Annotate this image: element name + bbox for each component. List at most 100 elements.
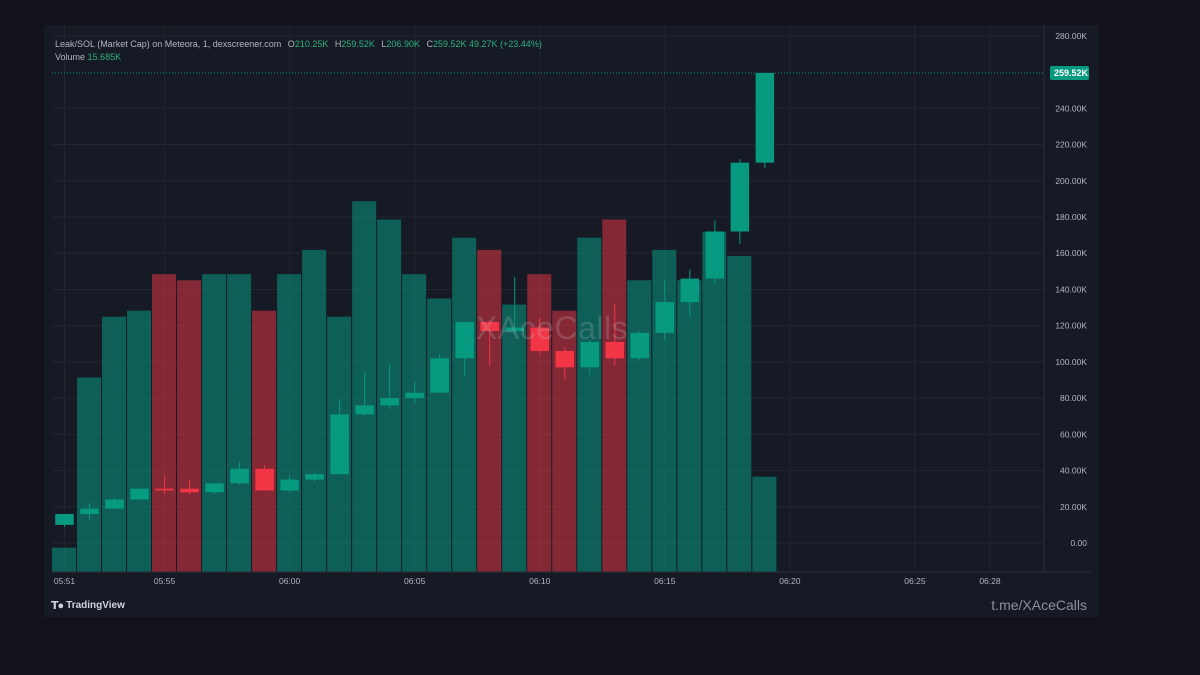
candle-down: [605, 341, 625, 359]
volume-bar-down: [477, 249, 502, 572]
y-tick-label: 160.00K: [1055, 248, 1087, 258]
candle-down: [480, 322, 499, 332]
tradingview-brand[interactable]: 𝗧● TradingView: [51, 599, 125, 612]
y-tick-label: 40.00K: [1060, 466, 1087, 476]
y-tick-label: 120.00K: [1055, 321, 1087, 331]
y-tick-label: 60.00K: [1060, 429, 1087, 439]
x-tick-label: 05:51: [54, 576, 76, 586]
tradingview-logo-icon: 𝗧●: [51, 600, 64, 612]
y-tick-label: 280.00K: [1055, 31, 1087, 41]
x-tick-label: 06:15: [654, 576, 676, 586]
candle-down: [255, 468, 274, 491]
x-tick-label: 06:10: [529, 576, 551, 586]
volume-bar-up: [202, 274, 227, 572]
volume-bar-down: [177, 280, 202, 572]
time-axis: 05:51 05:55 06:00 06:05 06:10 06:15 06:20 06:25…: [54, 576, 1001, 586]
candle-layer: [55, 72, 775, 527]
volume-layer: [51, 201, 777, 572]
legend-row-price: Leak/SOL (Market Cap) on Meteora, 1, dex…: [55, 38, 542, 51]
candle-up: [680, 278, 700, 303]
last-price-label: 259.52K: [1054, 68, 1089, 78]
y-tick-label: 140.00K: [1055, 284, 1087, 294]
volume-bar-up: [452, 237, 477, 572]
watermark: XAceCalls: [476, 310, 629, 346]
candle-down: [530, 327, 549, 352]
x-tick-label: 06:28: [979, 576, 1001, 586]
legend-volume-value: 15.685K: [87, 52, 122, 62]
legend-row-volume: Volume 15.685K: [55, 51, 542, 64]
y-tick-label: 20.00K: [1060, 502, 1087, 512]
candle-up: [455, 322, 474, 359]
y-tick-label: 220.00K: [1055, 140, 1087, 150]
candle-up: [355, 405, 374, 415]
candle-up: [705, 231, 725, 279]
candle-up: [505, 327, 524, 332]
candle-up: [280, 479, 299, 491]
volume-bar-up: [302, 249, 327, 572]
telegram-link[interactable]: t.me/XAceCalls: [991, 597, 1087, 613]
volume-bar-up: [577, 237, 602, 572]
candle-up: [380, 398, 399, 406]
candle-up: [430, 358, 449, 393]
candle-down: [180, 488, 199, 493]
legend-close-value: 259.52K: [432, 39, 467, 49]
volume-bar-up: [277, 274, 302, 572]
candle-up: [105, 499, 124, 509]
candle-up: [305, 474, 324, 480]
candle-up: [230, 468, 249, 484]
volume-bar-down: [252, 310, 277, 572]
volume-bar-up: [727, 255, 752, 572]
legend-low-value: 206.90K: [386, 39, 420, 49]
candlestick-chart[interactable]: 280.00K 240.00K 220.00K 200.00K 180.00K 160.0…: [44, 25, 1099, 617]
volume-bar-up: [77, 377, 102, 572]
volume-bar-up: [102, 316, 127, 572]
x-tick-label: 06:25: [904, 576, 926, 586]
volume-bar-up: [752, 476, 777, 572]
x-tick-label: 06:20: [779, 576, 801, 586]
candle-up: [405, 392, 424, 399]
volume-bar-up: [427, 298, 452, 572]
candle-up: [55, 514, 74, 525]
legend-low-label: L: [381, 39, 387, 49]
legend-open-value: 210.25K: [294, 39, 329, 49]
volume-bar-up: [402, 274, 427, 572]
x-tick-label: 06:00: [279, 576, 301, 586]
chart-panel: 280.00K 240.00K 220.00K 200.00K 180.00K 160.0…: [44, 25, 1099, 617]
candle-down: [155, 488, 174, 491]
price-axis: 280.00K 240.00K 220.00K 200.00K 180.00K 160.0…: [1055, 31, 1087, 548]
legend-high-value: 259.52K: [341, 39, 375, 49]
candle-up: [205, 483, 224, 493]
candle-down: [555, 351, 575, 368]
volume-bar-up: [702, 231, 727, 572]
volume-bar-up: [677, 280, 702, 572]
x-tick-label: 05:55: [154, 576, 176, 586]
legend-open-label: O: [287, 39, 295, 49]
volume-bar-up: [227, 274, 252, 572]
candle-up: [730, 162, 750, 232]
legend-high-label: H: [334, 39, 342, 49]
y-tick-label: 180.00K: [1055, 212, 1087, 222]
legend-symbol[interactable]: Leak/SOL (Market Cap) on Meteora, 1, dex…: [55, 39, 282, 49]
volume-bar-up: [627, 280, 652, 572]
candle-up: [80, 508, 99, 515]
volume-bar-up: [127, 310, 152, 572]
y-tick-label: 240.00K: [1055, 103, 1087, 113]
volume-bar-down: [602, 219, 627, 572]
legend-close-label: C: [426, 39, 433, 49]
legend-volume-label[interactable]: Volume: [55, 52, 86, 62]
candle-up: [755, 72, 775, 163]
tradingview-name: TradingView: [66, 600, 125, 611]
candle-up: [130, 488, 149, 500]
last-price-badge: 259.52K: [1050, 65, 1089, 80]
legend-change: 49.27K (+23.44%): [469, 39, 542, 49]
candle-up: [630, 332, 650, 359]
y-tick-label: 100.00K: [1055, 357, 1087, 367]
candle-up: [655, 302, 675, 333]
volume-bar-down: [527, 274, 552, 572]
volume-bar-down: [152, 274, 177, 572]
x-tick-label: 06:05: [404, 576, 426, 586]
y-tick-label: 0.00: [1070, 538, 1087, 548]
volume-bar-up: [51, 547, 77, 572]
volume-bar-up: [502, 304, 527, 572]
candle-up: [580, 341, 600, 368]
